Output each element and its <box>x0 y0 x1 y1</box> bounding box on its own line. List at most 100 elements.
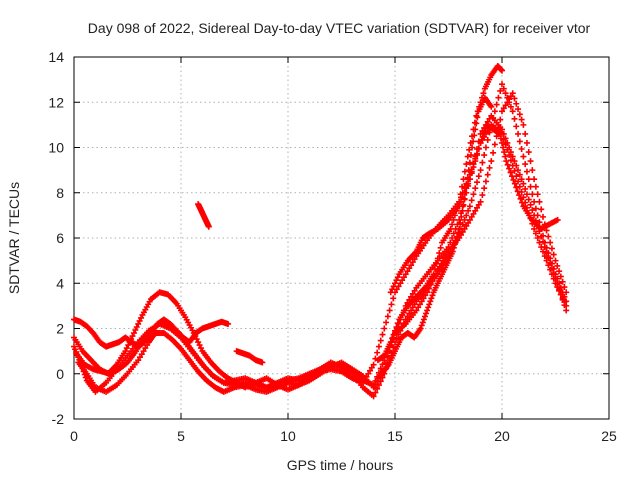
y-axis-label: SDTVAR / TECUs <box>6 182 22 294</box>
data-point <box>408 307 415 314</box>
data-point <box>468 197 475 204</box>
data-point <box>484 171 491 178</box>
data-point <box>463 222 470 229</box>
data-point <box>506 96 513 103</box>
data-point <box>540 232 547 239</box>
data-point <box>513 184 520 191</box>
data-point <box>461 168 468 175</box>
data-point <box>518 146 525 153</box>
data-point <box>450 244 457 251</box>
data-point <box>482 144 489 151</box>
data-point <box>475 146 482 153</box>
data-point <box>449 235 456 241</box>
data-point <box>529 167 536 174</box>
data-point <box>502 90 509 97</box>
data-point <box>402 271 409 278</box>
data-point <box>499 139 505 146</box>
data-point <box>370 382 377 389</box>
data-point <box>543 257 550 264</box>
data-point <box>557 273 564 280</box>
data-point <box>517 195 524 202</box>
data-point <box>559 278 566 285</box>
data-point <box>479 159 486 166</box>
data-point <box>474 179 481 186</box>
y-tick-label: 6 <box>56 230 64 246</box>
data-point <box>563 307 570 314</box>
data-point <box>504 139 511 146</box>
data-point <box>429 292 436 299</box>
y-tick-label: 4 <box>56 275 64 291</box>
data-point <box>534 212 541 219</box>
data-point <box>477 167 484 174</box>
data-point <box>563 289 570 296</box>
data-point <box>463 182 470 189</box>
data-point <box>390 283 397 290</box>
data-point <box>123 345 130 352</box>
plot-frame <box>73 56 610 420</box>
data-point <box>550 265 557 272</box>
data-point <box>532 183 539 190</box>
data-point <box>413 307 420 314</box>
data-point <box>501 149 508 156</box>
y-tick-label: -2 <box>52 411 65 427</box>
data-point <box>372 389 379 396</box>
data-point <box>500 85 507 92</box>
data-point <box>475 201 482 208</box>
data-point <box>531 198 538 205</box>
data-point <box>534 235 541 241</box>
data-point <box>404 268 411 275</box>
data-point <box>499 67 505 74</box>
data-point <box>133 323 140 330</box>
data-point <box>510 176 517 183</box>
data-point <box>480 130 487 137</box>
data-point <box>511 158 518 165</box>
data-point <box>135 320 142 327</box>
data-point <box>420 316 427 323</box>
data-point <box>491 108 498 115</box>
data-point <box>497 135 504 142</box>
data-point <box>520 121 527 128</box>
data-point <box>136 354 143 361</box>
data-point <box>389 335 396 342</box>
data-point <box>548 260 555 267</box>
data-point <box>470 138 477 145</box>
data-point <box>540 213 547 220</box>
data-point <box>481 152 488 159</box>
data-point <box>515 167 522 174</box>
data-point <box>454 203 461 210</box>
data-point <box>520 180 527 187</box>
data-point <box>437 244 444 251</box>
data-point <box>503 158 510 165</box>
data-points <box>71 63 570 400</box>
series-track-i <box>195 201 266 366</box>
data-point <box>490 149 497 156</box>
data-point <box>545 250 552 257</box>
data-point <box>463 212 470 219</box>
data-point <box>479 133 486 140</box>
data-point <box>516 111 523 118</box>
data-point <box>426 301 433 308</box>
data-point <box>472 207 479 214</box>
x-tick-label: 5 <box>177 428 185 444</box>
data-point <box>465 219 472 226</box>
data-point <box>507 169 514 176</box>
data-point <box>488 103 495 110</box>
data-point <box>502 102 509 109</box>
data-point <box>502 153 509 160</box>
data-point <box>205 223 212 230</box>
data-point <box>523 139 530 146</box>
data-point <box>563 298 570 305</box>
data-point <box>514 188 521 195</box>
data-point <box>554 216 561 223</box>
data-point <box>527 158 534 165</box>
data-point <box>523 168 530 175</box>
data-point <box>409 304 416 311</box>
data-point <box>522 161 529 168</box>
data-point <box>399 277 406 284</box>
series-track-f <box>374 63 505 364</box>
data-point <box>468 213 475 220</box>
data-point <box>406 265 413 272</box>
data-point <box>409 259 416 266</box>
data-point <box>451 212 458 219</box>
